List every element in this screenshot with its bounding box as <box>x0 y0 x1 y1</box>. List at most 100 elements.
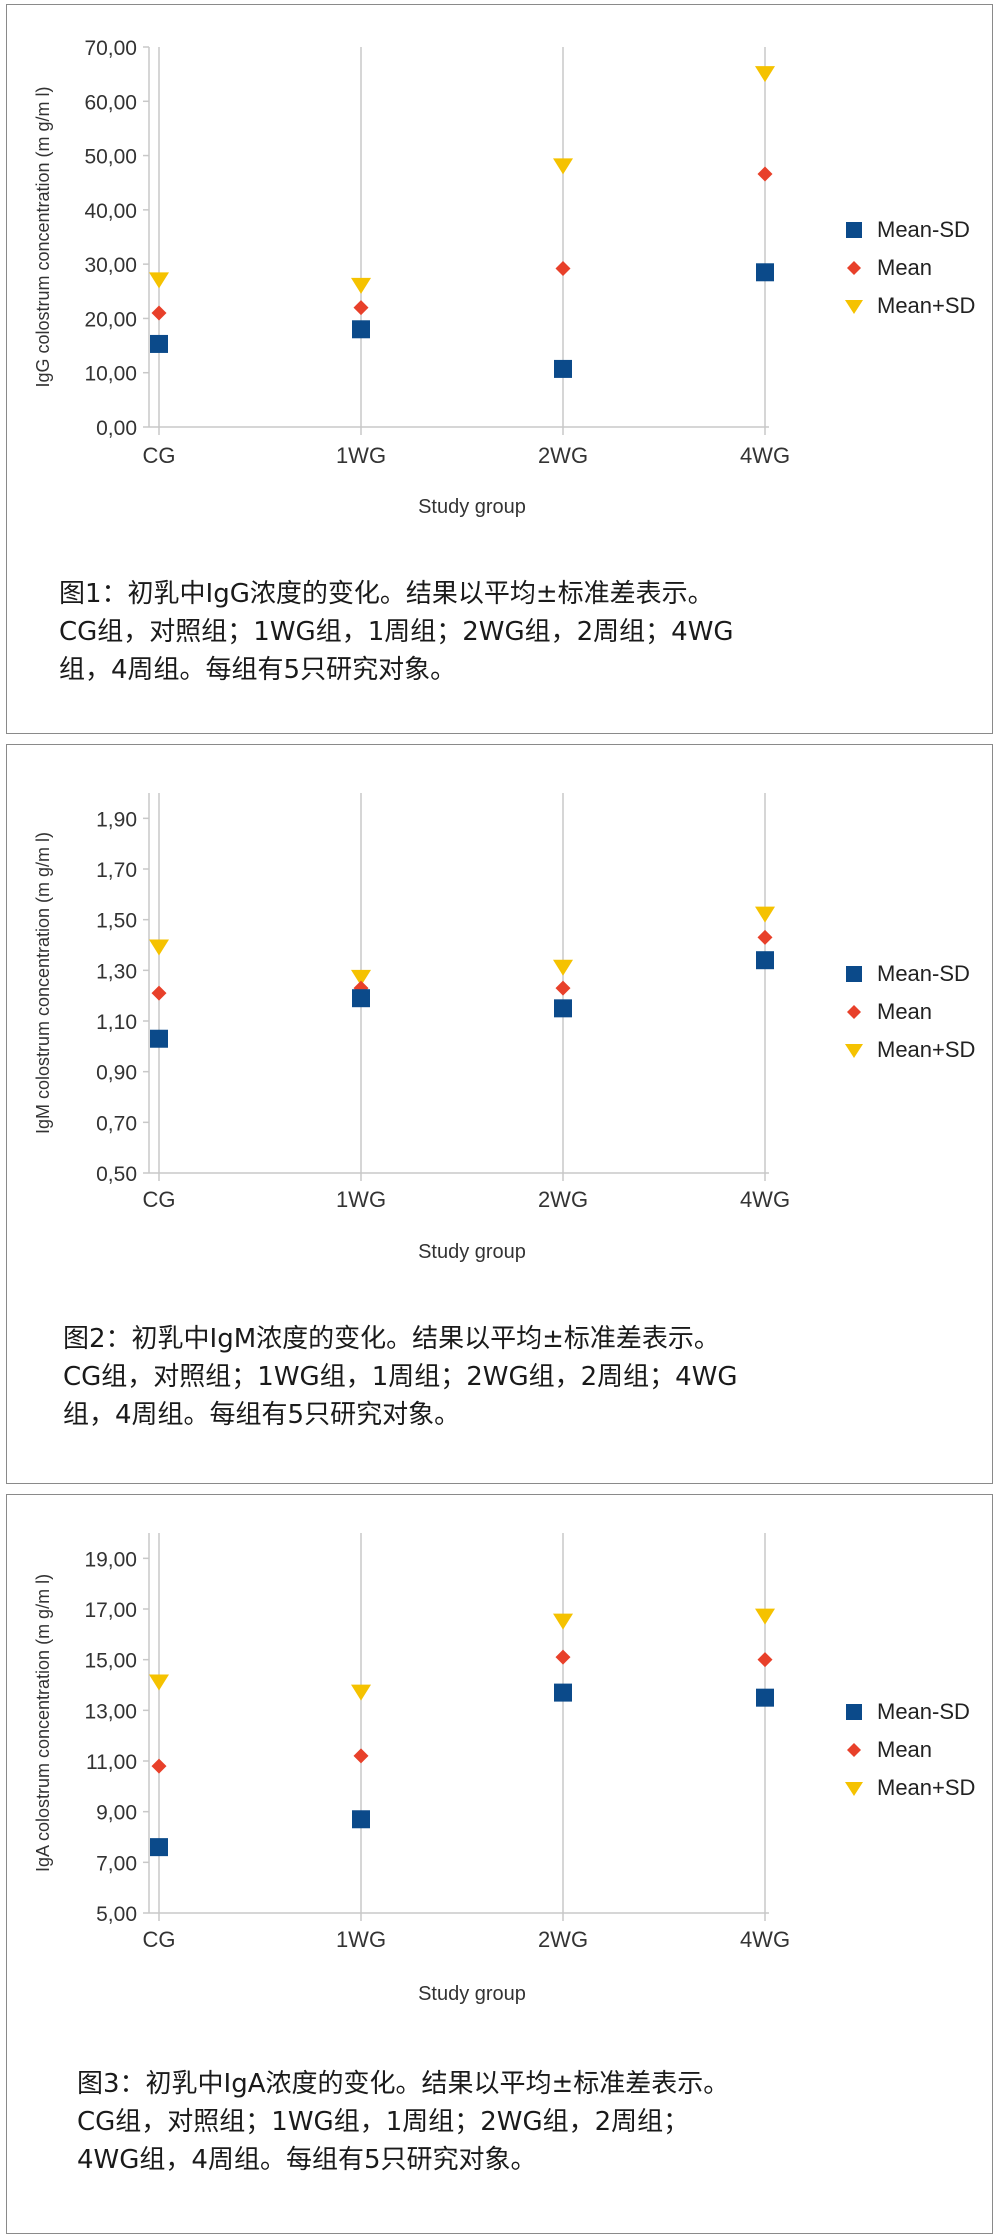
data-point-mean-minus-sd <box>554 999 572 1018</box>
chart-panel-igm: 0,50 0,70 0,90 1,10 1,30 1,50 1,70 1,90 CG 1WG 2WG… <box>6 744 993 1484</box>
y-tick-label: 0,90 <box>96 1062 137 1085</box>
x-tick-label: 1WG <box>336 1927 386 1952</box>
chart-igm: 0,50 0,70 0,90 1,10 1,30 1,50 1,70 1,90 CG 1WG 2WG… <box>33 793 790 1263</box>
figure-caption-1: 图1：初乳中IgG浓度的变化。结果以平均±标准差表示。 CG组，对照组；1WG组… <box>59 579 734 685</box>
triangle-marker-icon <box>843 1039 865 1061</box>
data-point-mean-minus-sd <box>150 1838 168 1857</box>
y-tick-label: 1,50 <box>96 910 137 933</box>
data-point-mean <box>151 305 167 321</box>
x-tick-label: 1WG <box>336 1187 386 1212</box>
legend-item-mean-plus-sd: Mean+SD <box>843 1031 975 1069</box>
data-point-mean <box>757 1652 773 1668</box>
x-tick-label: 1WG <box>336 443 386 468</box>
data-point-mean-plus-sd <box>553 1613 573 1630</box>
chart-panel-iga: 5,00 7,00 9,00 11,00 13,00 15,00 17,00 19,00 CG 1… <box>6 1494 993 2234</box>
data-point-mean-minus-sd <box>150 1029 168 1048</box>
chart-panel-igg: 0,00 10,00 20,00 30,00 40,00 50,00 60,00 70,00 C… <box>6 4 993 734</box>
data-point-mean-plus-sd <box>351 277 371 294</box>
y-tick-label: 1,30 <box>96 960 137 983</box>
data-point-mean-plus-sd <box>149 939 169 956</box>
y-tick-label: 20,00 <box>84 308 137 331</box>
data-point-mean <box>757 166 773 182</box>
x-axis-title: Study group <box>418 1241 526 1263</box>
x-tick-label: 4WG <box>740 1927 790 1952</box>
y-tick-label: 13,00 <box>84 1700 137 1723</box>
y-tick-label: 19,00 <box>84 1548 137 1571</box>
data-point-mean-plus-sd <box>755 906 775 923</box>
diamond-marker-icon <box>843 1001 865 1023</box>
data-point-mean-plus-sd <box>553 158 573 175</box>
data-point-mean <box>353 300 369 316</box>
data-point-mean-plus-sd <box>755 1608 775 1625</box>
y-tick-label: 7,00 <box>96 1852 137 1875</box>
x-tick-label: CG <box>143 1187 176 1212</box>
data-point-mean-plus-sd <box>149 1674 169 1691</box>
y-tick-label: 1,10 <box>96 1011 137 1034</box>
data-point-mean <box>555 980 571 996</box>
x-tick-label: CG <box>143 443 176 468</box>
data-point-mean <box>353 1748 369 1764</box>
y-axis-title: IgG colostrum concentration (m g/m l) <box>33 86 53 387</box>
data-point-mean-minus-sd <box>756 263 774 282</box>
y-axis-title: IgM colostrum concentration (m g/m l) <box>33 832 53 1134</box>
legend-item-mean-minus-sd: Mean-SD <box>843 1693 975 1731</box>
legend-item-mean: Mean <box>843 993 975 1031</box>
x-tick-label: 2WG <box>538 1927 588 1952</box>
data-point-mean-plus-sd <box>149 272 169 289</box>
x-tick-label: 2WG <box>538 443 588 468</box>
data-point-mean-minus-sd <box>756 951 774 970</box>
data-point-mean-minus-sd <box>352 989 370 1008</box>
y-tick-label: 11,00 <box>86 1751 137 1774</box>
data-point-mean-minus-sd <box>554 1683 572 1702</box>
y-tick-label: 0,00 <box>96 417 137 440</box>
x-tick-label: 4WG <box>740 443 790 468</box>
legend-item-mean: Mean <box>843 249 975 287</box>
legend-igm: Mean-SD Mean Mean+SD <box>843 955 975 1069</box>
diamond-marker-icon <box>843 257 865 279</box>
data-point-mean-minus-sd <box>352 320 370 339</box>
x-axis-title: Study group <box>418 1983 526 2005</box>
data-point-mean-minus-sd <box>150 334 168 353</box>
triangle-marker-icon <box>843 1777 865 1799</box>
data-point-mean-plus-sd <box>553 959 573 976</box>
y-tick-label: 15,00 <box>84 1650 137 1673</box>
y-tick-label: 50,00 <box>84 146 137 169</box>
x-tick-label: 4WG <box>740 1187 790 1212</box>
x-tick-label: CG <box>143 1927 176 1952</box>
legend-item-mean-plus-sd: Mean+SD <box>843 287 975 325</box>
square-marker-icon <box>843 219 865 241</box>
data-point-mean-plus-sd <box>351 1684 371 1701</box>
y-tick-label: 1,70 <box>96 859 137 882</box>
data-point-mean <box>555 260 571 276</box>
data-point-mean-plus-sd <box>755 66 775 83</box>
data-point-mean <box>151 985 167 1001</box>
legend-item-mean-minus-sd: Mean-SD <box>843 211 975 249</box>
legend-igg: Mean-SD Mean Mean+SD <box>843 211 975 325</box>
data-point-mean <box>151 1758 167 1774</box>
y-tick-label: 30,00 <box>84 254 137 277</box>
diamond-marker-icon <box>843 1739 865 1761</box>
data-point-mean-minus-sd <box>554 359 572 378</box>
square-marker-icon <box>843 1701 865 1723</box>
triangle-marker-icon <box>843 295 865 317</box>
x-tick-label: 2WG <box>538 1187 588 1212</box>
y-axis-title: IgA colostrum concentration (m g/m l) <box>33 1574 53 1872</box>
data-point-mean <box>757 929 773 945</box>
data-point-mean <box>555 1649 571 1665</box>
figure-caption-2: 图2：初乳中IgM浓度的变化。结果以平均±标准差表示。 CG组，对照组；1WG组… <box>63 1324 738 1430</box>
legend-item-mean: Mean <box>843 1731 975 1769</box>
data-point-mean-minus-sd <box>352 1810 370 1829</box>
legend-iga: Mean-SD Mean Mean+SD <box>843 1693 975 1807</box>
y-tick-label: 40,00 <box>84 200 137 223</box>
y-tick-label: 10,00 <box>84 363 137 386</box>
legend-item-mean-minus-sd: Mean-SD <box>843 955 975 993</box>
data-point-mean-plus-sd <box>351 969 371 986</box>
y-tick-label: 0,50 <box>96 1163 137 1186</box>
data-point-mean-minus-sd <box>756 1688 774 1707</box>
y-tick-label: 60,00 <box>84 91 137 114</box>
y-tick-label: 9,00 <box>96 1802 137 1825</box>
y-tick-label: 70,00 <box>84 37 137 60</box>
chart-igg: 0,00 10,00 20,00 30,00 40,00 50,00 60,00 70,00 C… <box>33 37 790 518</box>
y-tick-label: 0,70 <box>96 1112 137 1135</box>
figure-caption-3: 图3：初乳中IgA浓度的变化。结果以平均±标准差表示。 CG组，对照组；1WG组… <box>77 2069 730 2175</box>
